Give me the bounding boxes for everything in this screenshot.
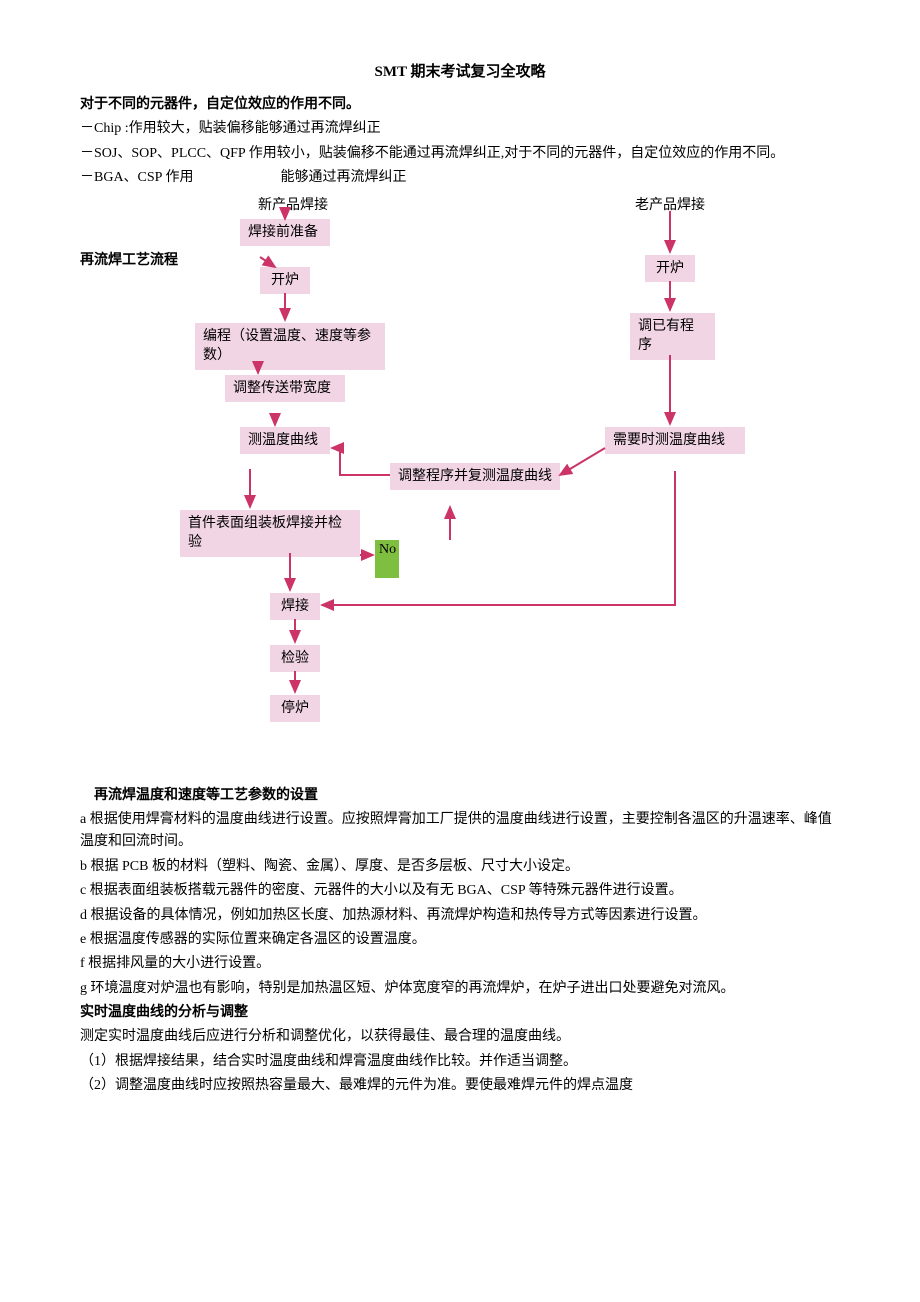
intro-line3a: －BGA、CSP 作用: [80, 170, 193, 185]
node-stop: 停炉: [270, 695, 320, 723]
section2-g: g 环境温度对炉温也有影响，特别是加热温区短、炉体宽度窄的再流焊炉，在炉子进出口…: [80, 978, 840, 1000]
intro-head: 对于不同的元器件，自定位效应的作用不同。: [80, 94, 840, 116]
node-inspect: 检验: [270, 645, 320, 673]
section2-d: d 根据设备的具体情况，例如加热区长度、加热源材料、再流焊炉构造和热传导方式等因…: [80, 905, 840, 927]
node-first-inspect: 首件表面组装板焊接并检验: [180, 510, 360, 557]
node-measure-left: 测温度曲线: [240, 427, 330, 455]
section3-p2: （2）调整温度曲线时应按照热容量最大、最难焊的元件为准。要使最难焊元件的焊点温度: [80, 1075, 840, 1097]
node-open-right: 开炉: [645, 255, 695, 283]
node-weld: 焊接: [270, 593, 320, 621]
node-prep: 焊接前准备: [240, 219, 330, 247]
page-title: SMT 期末考试复习全攻略: [80, 60, 840, 84]
node-call-prog: 调已有程序: [630, 313, 715, 360]
flow-right-header: 老产品焊接: [635, 195, 705, 217]
node-measure-right: 需要时测温度曲线: [605, 427, 745, 455]
intro-line2: －SOJ、SOP、PLCC、QFP 作用较小，贴装偏移不能通过再流焊纠正,对于不…: [80, 143, 840, 165]
intro-line3: －BGA、CSP 作用 能够通过再流焊纠正: [80, 167, 840, 189]
node-no: No: [375, 540, 399, 578]
section2-e: e 根据温度传感器的实际位置来确定各温区的设置温度。: [80, 929, 840, 951]
node-adjust-belt: 调整传送带宽度: [225, 375, 345, 403]
intro-line3b: 能够通过再流焊纠正: [280, 170, 406, 185]
section2-f: f 根据排风量的大小进行设置。: [80, 953, 840, 975]
section3-p1: （1）根据焊接结果，结合实时温度曲线和焊膏温度曲线作比较。并作适当调整。: [80, 1051, 840, 1073]
node-program: 编程（设置温度、速度等参数）: [195, 323, 385, 370]
section2-b: b 根据 PCB 板的材料（塑料、陶瓷、金属）、厚度、是否多层板、尺寸大小设定。: [80, 856, 840, 878]
flow-left-header: 新产品焊接: [258, 195, 328, 217]
node-open-left: 开炉: [260, 267, 310, 295]
section2-heading: 再流焊温度和速度等工艺参数的设置: [80, 785, 840, 807]
section3-p0: 测定实时温度曲线后应进行分析和调整优化，以获得最佳、最合理的温度曲线。: [80, 1026, 840, 1048]
node-adjust-remeasure: 调整程序并复测温度曲线: [390, 463, 560, 491]
flowchart: 再流焊工艺流程 新产品焊接 老产品焊接 焊接前准备 开炉 编程（设置温度、速度等…: [80, 195, 840, 775]
flow-side-label: 再流焊工艺流程: [80, 250, 178, 272]
section2-a: a 根据使用焊膏材料的温度曲线进行设置。应按照焊膏加工厂提供的温度曲线进行设置，…: [80, 809, 840, 854]
section2-c: c 根据表面组装板搭载元器件的密度、元器件的大小以及有无 BGA、CSP 等特殊…: [80, 880, 840, 902]
intro-line1: －Chip :作用较大，贴装偏移能够通过再流焊纠正: [80, 118, 840, 140]
section3-head: 实时温度曲线的分析与调整: [80, 1002, 840, 1024]
